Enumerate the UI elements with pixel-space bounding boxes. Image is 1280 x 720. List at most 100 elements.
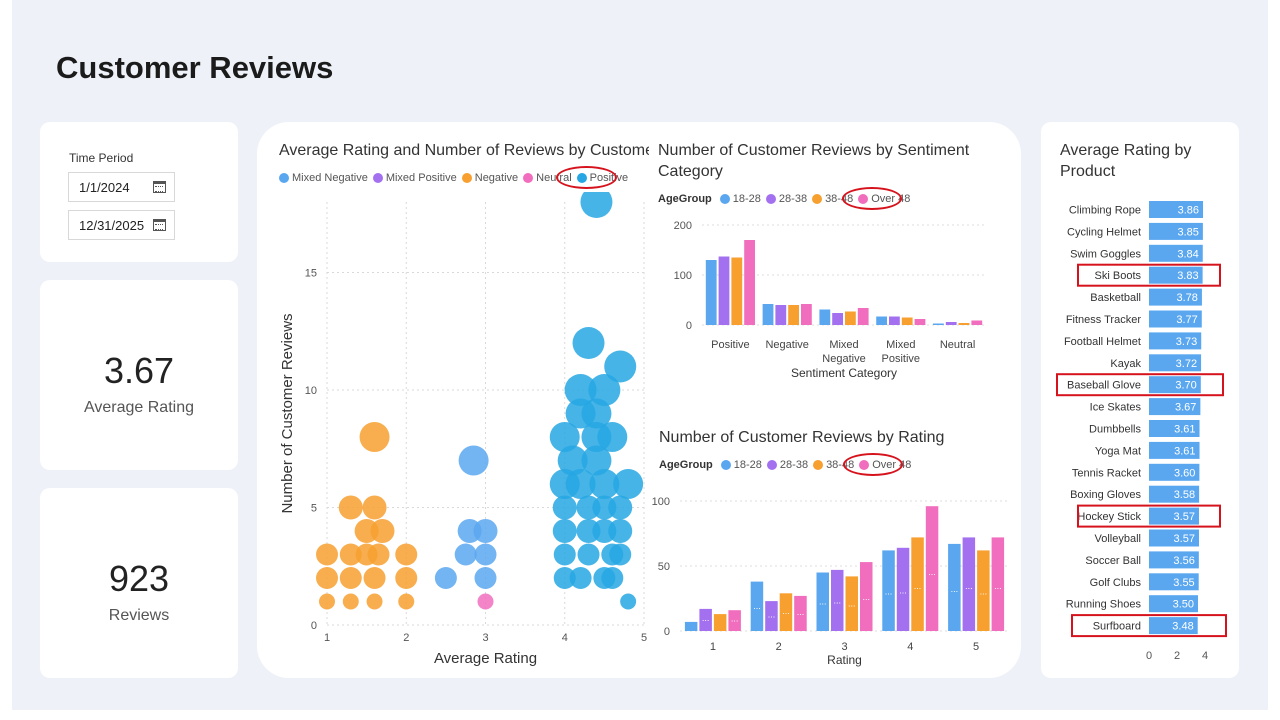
scatter-point[interactable] [338, 495, 363, 520]
bar[interactable] [765, 601, 778, 631]
bar[interactable] [945, 322, 957, 325]
scatter-point[interactable] [565, 469, 596, 499]
scatter-point[interactable] [366, 593, 383, 610]
scatter-point[interactable] [564, 374, 597, 406]
bar[interactable] [750, 581, 764, 631]
bar[interactable] [775, 305, 787, 325]
bar[interactable] [860, 562, 873, 631]
bar[interactable] [819, 309, 831, 326]
scatter-point[interactable] [553, 543, 576, 566]
bar[interactable] [1149, 244, 1203, 262]
scatter-point[interactable] [608, 519, 633, 543]
scatter-point[interactable] [549, 422, 580, 452]
bar[interactable] [1149, 201, 1204, 218]
bar[interactable] [925, 506, 939, 631]
bar[interactable] [845, 576, 859, 631]
calendar-icon[interactable] [153, 181, 166, 193]
scatter-point[interactable] [552, 519, 577, 543]
bar[interactable] [788, 305, 799, 325]
scatter-point[interactable] [601, 567, 624, 589]
scatter-point[interactable] [553, 567, 576, 589]
bar[interactable] [1149, 529, 1199, 547]
scatter-point[interactable] [572, 327, 605, 359]
bar[interactable] [1149, 441, 1200, 459]
bar[interactable] [911, 537, 924, 631]
end-date-input[interactable]: 12/31/2025 [68, 210, 175, 240]
bar[interactable] [699, 608, 712, 631]
bar[interactable] [876, 316, 888, 326]
product-bar-chart[interactable]: Climbing Rope 3.86 Cycling Helmet 3.85 Swim … [1041, 195, 1239, 670]
bar[interactable] [832, 313, 843, 325]
bar[interactable] [1149, 376, 1201, 394]
scatter-point[interactable] [620, 593, 637, 610]
scatter-point[interactable] [557, 445, 588, 476]
legend-item-18-28[interactable]: 18-28 [719, 193, 761, 205]
sentiment-bar-chart[interactable]: 0 100 200 Positive Negative Mixed Negative Mixe… [650, 210, 990, 385]
bar[interactable] [800, 304, 812, 325]
scatter-point[interactable] [319, 593, 335, 610]
bar[interactable] [977, 550, 990, 631]
rating-bar-chart[interactable]: 0 50 100... ... 1......... ... 2...... ...... 3.… [650, 488, 1010, 673]
scatter-point[interactable] [398, 593, 415, 610]
bar[interactable] [1149, 573, 1199, 591]
bar[interactable] [1149, 288, 1202, 306]
scatter-point[interactable] [362, 495, 387, 520]
bar[interactable] [1149, 420, 1200, 437]
bar[interactable] [1149, 551, 1199, 569]
bar[interactable] [830, 569, 844, 631]
calendar-icon[interactable] [153, 219, 166, 231]
bar[interactable] [1149, 398, 1201, 416]
scatter-point[interactable] [434, 567, 457, 589]
scatter-point[interactable] [477, 593, 494, 610]
legend-item-negative[interactable]: Negative [461, 172, 518, 184]
bar[interactable] [958, 323, 970, 325]
scatter-point[interactable] [597, 422, 628, 452]
bar[interactable] [857, 308, 869, 325]
scatter-point[interactable] [339, 543, 362, 566]
scatter-point[interactable] [316, 567, 338, 589]
start-date-input[interactable]: 1/1/2024 [68, 172, 175, 202]
scatter-point[interactable] [474, 567, 497, 589]
scatter-point[interactable] [342, 593, 359, 610]
legend-item-mixed-positive[interactable]: Mixed Positive [372, 172, 457, 184]
bar[interactable] [901, 317, 913, 326]
bar[interactable] [684, 621, 698, 631]
legend-item-18-28[interactable]: 18-28 [720, 459, 762, 471]
scatter-point[interactable] [581, 445, 612, 476]
scatter-point[interactable] [569, 567, 592, 589]
bar[interactable] [896, 547, 910, 631]
legend-item-28-38[interactable]: 28-38 [765, 193, 807, 205]
bar[interactable] [713, 614, 727, 631]
bar[interactable] [1149, 354, 1202, 372]
scatter-point[interactable] [552, 495, 577, 520]
bar[interactable] [1149, 617, 1198, 635]
scatter-point[interactable] [613, 469, 644, 499]
scatter-point[interactable] [474, 543, 497, 566]
scatter-point[interactable] [395, 543, 418, 566]
bar[interactable] [1149, 332, 1202, 350]
bar[interactable] [962, 537, 976, 631]
bar[interactable] [744, 240, 755, 325]
legend-item-mixed-negative[interactable]: Mixed Negative [279, 172, 368, 184]
bar[interactable] [1149, 485, 1200, 503]
scatter-point[interactable] [454, 543, 477, 566]
bar[interactable] [1149, 310, 1202, 328]
bar[interactable] [779, 593, 793, 631]
scatter-point[interactable] [588, 374, 621, 406]
scatter-point[interactable] [458, 445, 489, 476]
scatter-point[interactable] [367, 543, 390, 566]
scatter-point[interactable] [339, 567, 362, 589]
scatter-point[interactable] [473, 519, 498, 543]
bar[interactable] [762, 304, 774, 325]
scatter-point[interactable] [604, 350, 637, 383]
bar[interactable] [845, 311, 856, 326]
bar[interactable] [718, 256, 730, 326]
scatter-point[interactable] [589, 469, 620, 499]
bar[interactable] [971, 320, 983, 326]
scatter-point[interactable] [395, 567, 418, 589]
scatter-point[interactable] [363, 567, 386, 589]
bar[interactable] [705, 260, 717, 325]
bar[interactable] [991, 537, 1005, 631]
bar[interactable] [933, 323, 944, 326]
bar[interactable] [816, 572, 829, 632]
